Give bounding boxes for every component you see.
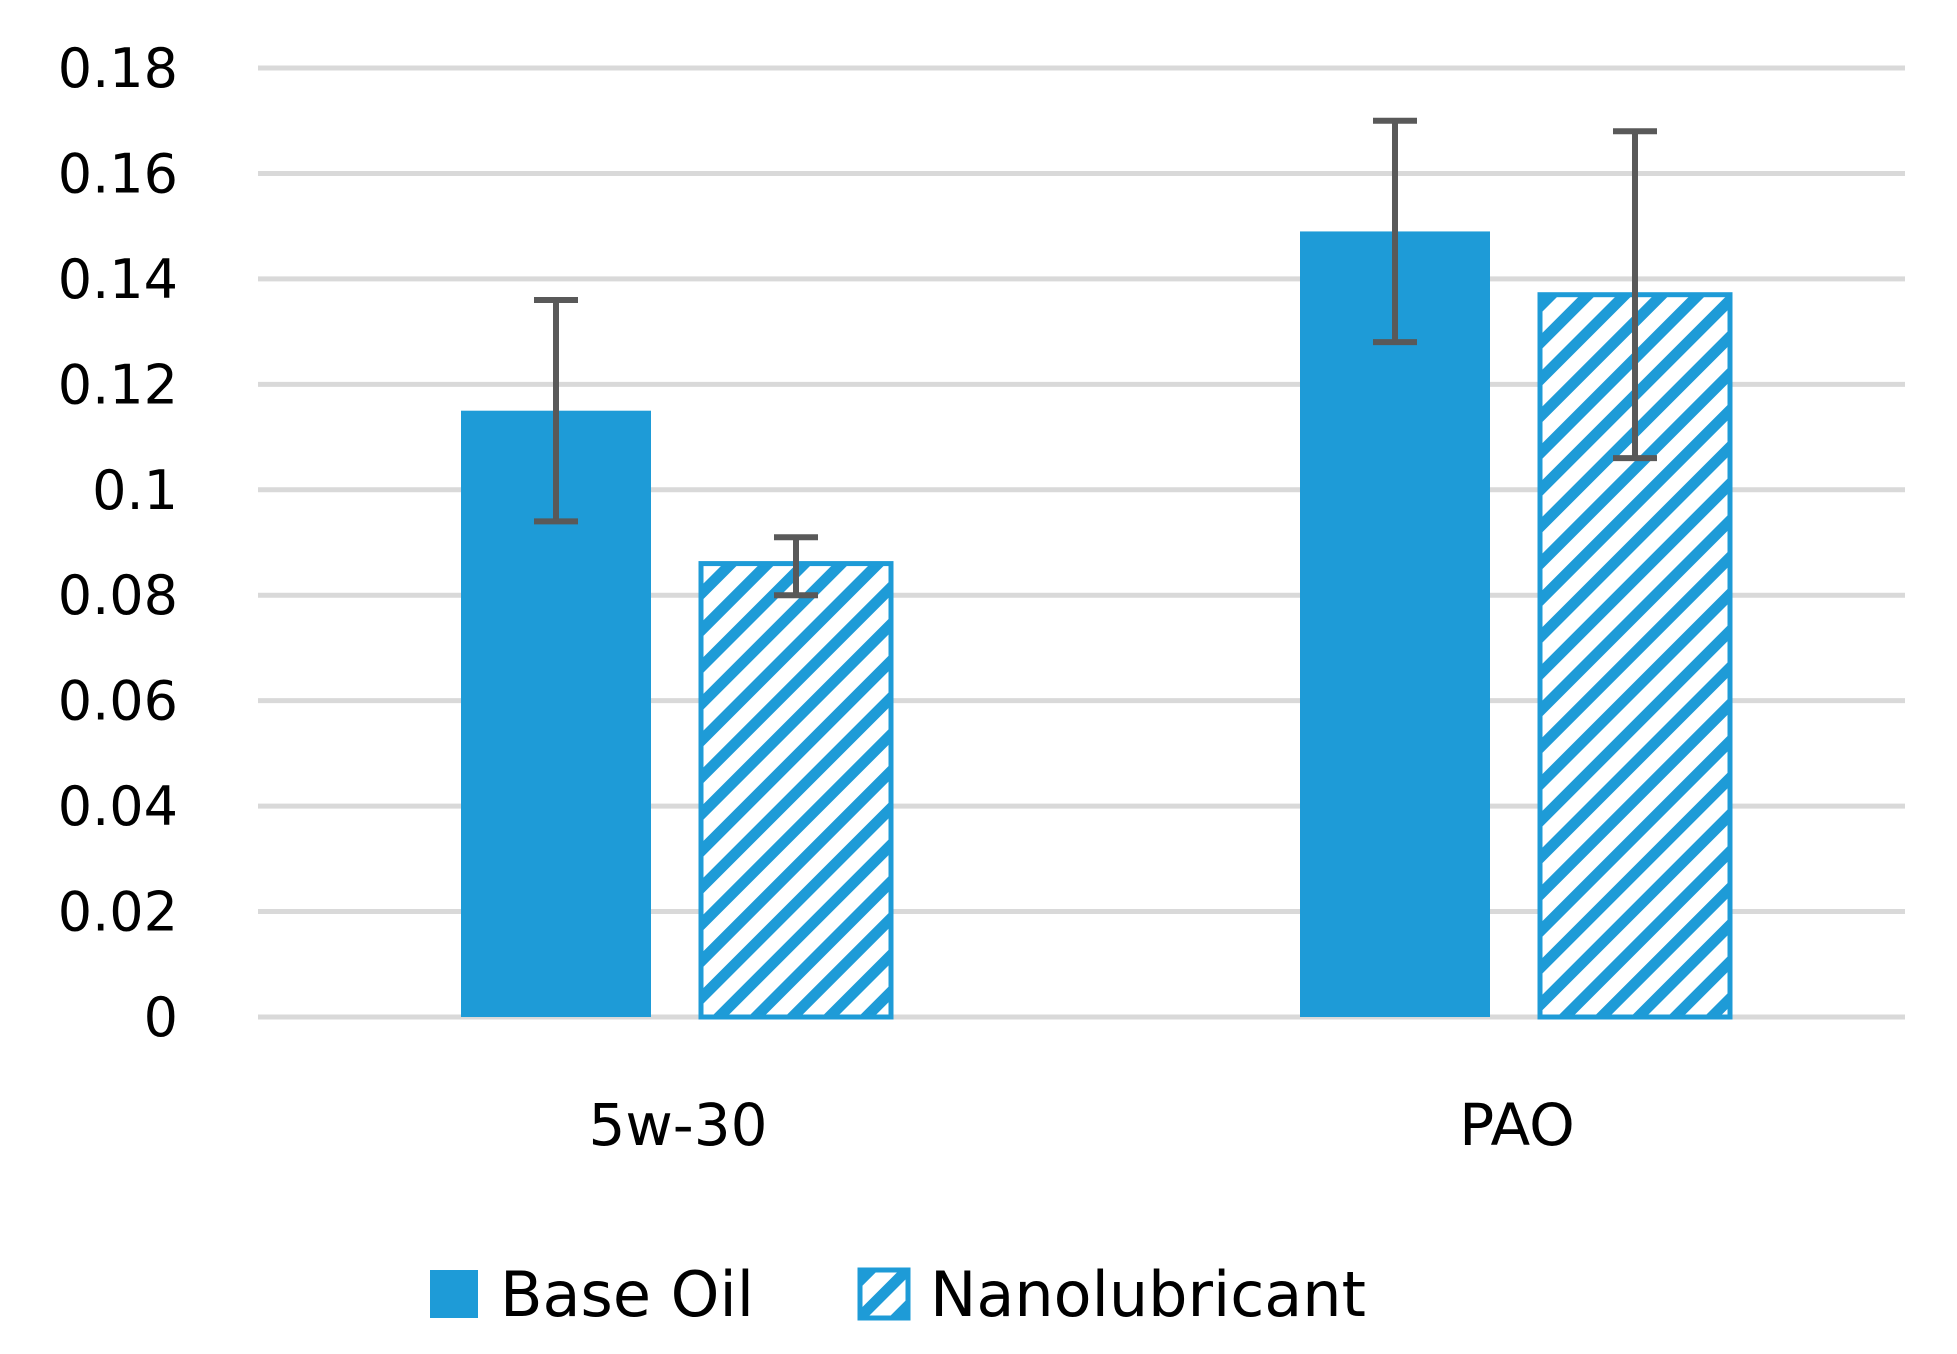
bar-nanolubricant-pao (1537, 292, 1733, 1020)
y-tick-label: 0.04 (58, 775, 178, 838)
x-axis: 5w-30 PAO (588, 1091, 1574, 1159)
legend-label: Nanolubricant (930, 1258, 1366, 1331)
bars (461, 231, 1733, 1020)
y-tick-label: 0.12 (58, 353, 178, 416)
legend-swatch (430, 1270, 478, 1318)
error-bar (774, 534, 818, 599)
bar-base-oil-pao (1300, 231, 1490, 1017)
legend-item-nanolubricant: Nanolubricant (857, 1258, 1366, 1331)
y-tick-label: 0.18 (58, 37, 178, 100)
y-tick-label: 0.08 (58, 564, 178, 627)
legend-item-base-oil: Base Oil (430, 1258, 754, 1331)
y-axis: 0 0.02 0.04 0.06 0.08 0.1 0.12 0.14 0.16 0.18 (58, 37, 178, 1049)
y-tick-label: 0.02 (58, 881, 178, 944)
error-bars (534, 117, 1657, 599)
y-tick-label: 0 (144, 986, 178, 1049)
error-bar (1373, 117, 1417, 346)
x-category-label: 5w-30 (588, 1091, 767, 1159)
error-bar (534, 296, 578, 525)
y-tick-label: 0.16 (58, 142, 178, 205)
y-tick-label: 0.1 (92, 459, 178, 522)
y-tick-label: 0.06 (58, 670, 178, 733)
legend: Base Oil Nanolubricant (430, 1258, 1366, 1331)
legend-swatch (857, 1267, 911, 1321)
bar-nanolubricant-5w-30 (698, 561, 894, 1020)
error-bar (1613, 128, 1657, 462)
y-tick-label: 0.14 (58, 248, 178, 311)
legend-label: Base Oil (500, 1258, 754, 1331)
x-category-label: PAO (1459, 1091, 1575, 1159)
